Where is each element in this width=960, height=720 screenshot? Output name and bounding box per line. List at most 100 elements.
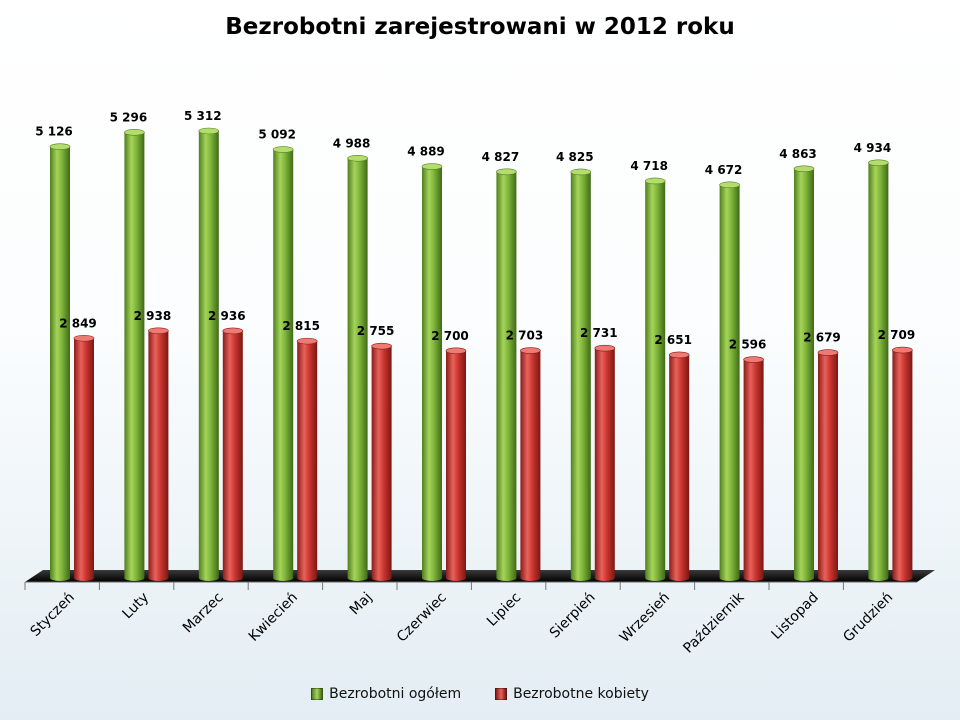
data-label-women-9: 2 651 [654, 333, 692, 347]
bar-top [570, 168, 592, 176]
bar-total-1 [49, 143, 71, 581]
bar-top [644, 177, 666, 185]
data-label-total-10: 4 672 [705, 163, 743, 177]
data-label-women-7: 2 703 [506, 329, 544, 343]
bar-body [594, 348, 615, 581]
data-label-total-2: 5 296 [110, 110, 148, 124]
bar-body [496, 171, 517, 581]
bar-women-2 [148, 327, 169, 581]
bar-top [49, 143, 71, 150]
bar-body [371, 346, 392, 581]
bar-top [148, 327, 169, 335]
bar-body [892, 350, 913, 581]
data-label-women-11: 2 679 [803, 331, 841, 345]
legend-label-total: Bezrobotni ogółem [329, 686, 462, 702]
bar-top [124, 129, 145, 136]
data-label-women-10: 2 596 [729, 338, 767, 352]
bar-women-1 [73, 334, 95, 581]
data-label-women-3: 2 936 [208, 309, 246, 323]
bar-top [520, 347, 541, 354]
bar-top [594, 344, 616, 352]
bar-top [371, 342, 392, 350]
chart-floor [25, 570, 935, 582]
bar-top [222, 327, 244, 335]
bar-body [446, 350, 466, 581]
bar-body [520, 350, 541, 581]
legend-item-women: Bezrobotne kobiety [495, 686, 649, 702]
x-tick-label-8: Sierpień [547, 590, 599, 642]
bar-body [222, 330, 243, 581]
data-label-women-6: 2 700 [431, 329, 469, 343]
x-tick-label-10: Październik [680, 589, 748, 657]
x-tick-label-12: Grudzień [840, 590, 896, 646]
bar-women-3 [222, 327, 244, 581]
legend-label-women: Bezrobotne kobiety [513, 686, 649, 702]
bar-top [421, 163, 443, 170]
x-tick-label-2: Luty [120, 590, 153, 623]
data-label-total-5: 4 988 [333, 136, 371, 150]
x-tick-label-7: Lipiec [484, 590, 524, 630]
bar-body [669, 354, 690, 581]
bar-total-6 [421, 163, 443, 581]
bar-total-2 [124, 129, 145, 581]
bar-top [73, 334, 95, 342]
bar-top [668, 351, 690, 359]
legend-swatch-women [495, 688, 508, 700]
bar-total-8 [570, 168, 592, 582]
x-tick-label-1: Styczeń [27, 590, 77, 640]
data-label-women-2: 2 938 [134, 309, 172, 323]
bar-top [892, 346, 913, 354]
data-label-women-4: 2 815 [282, 319, 320, 333]
bar-body [422, 166, 442, 581]
bar-women-12 [892, 346, 913, 581]
legend-item-total: Bezrobotni ogółem [311, 686, 461, 702]
data-label-total-4: 5 092 [258, 128, 296, 142]
data-label-total-3: 5 312 [184, 109, 222, 123]
data-label-total-8: 4 825 [556, 150, 594, 164]
bar-body [818, 352, 838, 581]
bar-top [743, 356, 764, 363]
bar-top [198, 127, 220, 135]
bar-top [445, 347, 467, 355]
data-label-total-6: 4 889 [407, 145, 445, 159]
bar-body [273, 149, 294, 581]
data-label-women-1: 2 849 [59, 316, 97, 330]
bar-body [50, 146, 70, 581]
bar-total-11 [793, 165, 815, 581]
bar-total-5 [347, 154, 368, 581]
bar-body [297, 341, 318, 581]
bar-top [868, 159, 889, 167]
x-tick-label-3: Marzec [180, 590, 227, 637]
bar-women-4 [296, 337, 318, 581]
x-tick-label-6: Czerwiec [394, 590, 450, 646]
x-tick-label-4: Kwiecień [246, 590, 301, 645]
bar-body [148, 330, 169, 581]
data-label-women-12: 2 709 [878, 328, 916, 342]
bar-total-9 [644, 177, 666, 581]
bar-women-6 [445, 347, 467, 581]
bar-body [347, 158, 368, 581]
bar-top [296, 337, 318, 345]
chart-legend: Bezrobotni ogółem Bezrobotne kobiety [0, 686, 960, 702]
bar-women-7 [520, 347, 541, 581]
bar-body [794, 168, 814, 581]
data-label-total-12: 4 934 [854, 141, 892, 155]
data-label-total-1: 5 126 [35, 125, 73, 139]
bar-body [198, 131, 219, 581]
bar-top [272, 146, 294, 153]
bar-women-11 [817, 349, 839, 581]
data-label-women-8: 2 731 [580, 326, 618, 340]
bar-body [74, 338, 94, 581]
bar-total-3 [198, 127, 220, 581]
bar-top [347, 154, 368, 162]
bar-body [743, 359, 764, 581]
data-label-women-5: 2 755 [357, 324, 395, 338]
bar-women-5 [371, 342, 392, 581]
data-label-total-9: 4 718 [630, 159, 668, 173]
legend-swatch-total [311, 688, 324, 700]
bar-body [645, 180, 666, 581]
x-tick-label-5: Maj [347, 590, 376, 619]
bar-top [496, 168, 517, 176]
